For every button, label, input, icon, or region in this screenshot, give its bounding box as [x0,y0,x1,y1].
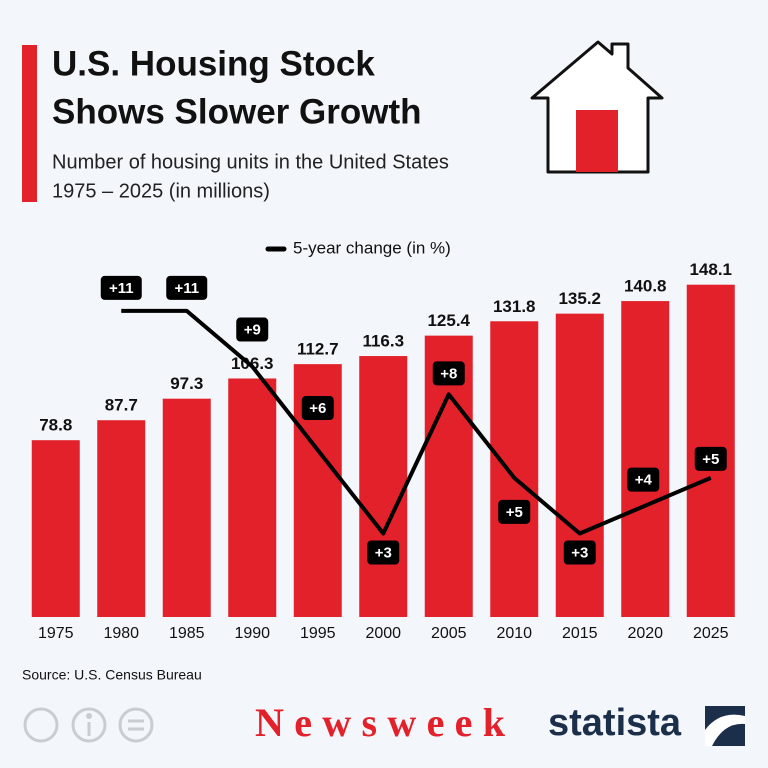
line-value-label: +11 [109,280,134,297]
bar-value-label: 97.3 [170,374,203,393]
line [121,308,712,536]
x-tick-label: 2000 [365,625,401,642]
chart-title: U.S. Housing Stock [52,44,375,83]
bar-value-label: 116.3 [362,332,404,351]
source: Source: U.S. Census Bureau [22,667,202,683]
line-value-label: +3 [375,544,392,561]
bar [97,420,146,617]
line-value-label: +4 [635,472,653,489]
bar-value-label: 87.7 [105,396,138,415]
line-value-label: +11 [174,280,199,297]
line-label-box [432,361,465,386]
bar-value-label: 131.8 [493,297,536,316]
line-label-box [694,446,727,471]
license-icons [23,707,154,743]
title-accent [22,45,37,202]
line-label-box [367,540,400,565]
chart-subtitle: 1975 – 2025 (in millions) [52,180,270,202]
line-value-label: +5 [506,504,523,521]
statista-icon [705,706,745,746]
line-label-box [563,540,596,565]
bar-value-label: 125.4 [427,311,470,330]
bar-value-label: 148.1 [689,260,732,279]
x-tick-label: 2015 [562,625,598,642]
bar-value-label: 112.7 [297,340,339,359]
x-tick-label: 1980 [103,625,139,642]
x-tick-label: 2020 [627,625,663,642]
line-label-box [166,275,208,300]
line-label-box [100,275,142,300]
x-tick-label: 2025 [693,625,729,642]
line-value-label: +8 [440,365,457,382]
bar [31,440,80,617]
line-value-label: +3 [571,544,588,561]
chart-subtitle: Number of housing units in the United St… [52,151,449,173]
bar [162,398,211,617]
bar [228,378,277,617]
x-tick-label: 1975 [38,625,74,642]
line-label-box [498,499,531,524]
bar-value-label: 78.8 [39,416,72,435]
line-value-label: +9 [244,322,261,339]
bar [621,301,670,617]
legend-label: 5-year change (in %) [293,238,451,257]
line-value-label: +6 [309,400,326,417]
x-tick-label: 1985 [169,625,205,642]
line-label-box [236,317,269,342]
line-label-box [627,467,660,492]
line-value-label: +5 [702,451,719,468]
bar-value-label: 140.8 [624,277,667,296]
line-label-box [301,396,334,421]
bar-value-label: 106.3 [231,354,274,373]
x-tick-label: 1990 [234,625,270,642]
bar [490,321,539,617]
house-icon [530,40,664,174]
bar [555,313,604,617]
statista-logo: statista [548,702,682,744]
bar [359,356,408,617]
x-tick-label: 1995 [300,625,336,642]
x-tick-label: 2010 [496,625,532,642]
x-tick-label: 2005 [431,625,467,642]
chart-title: Shows Slower Growth [52,92,421,131]
bar-value-label: 135.2 [558,289,601,308]
